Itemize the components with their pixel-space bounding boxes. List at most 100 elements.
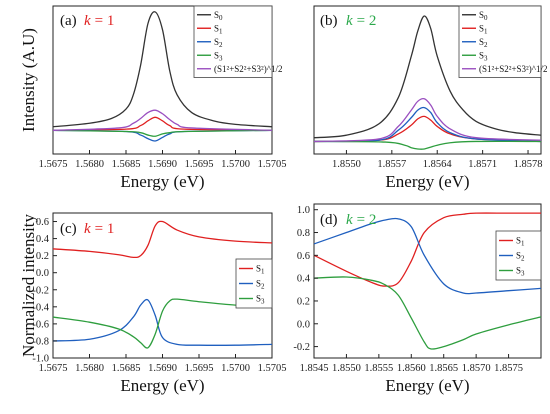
x-tick-label: 1.5705 [258,363,287,374]
y-tick-label: 0.0 [297,319,310,330]
k-symbol: k [84,221,91,237]
legend-label: S3 [516,266,525,278]
panel-1: 1.8550 1.8557 1.8564 1.8571 1.8578 Energy (eV… [313,5,547,191]
k-annotation: k = 2 [346,13,376,29]
panel-3: 1.8545 1.8550 1.8555 1.8560 1.8565 1.8570 1.85… [293,203,542,395]
x-axis-label: Energy (eV) [385,376,469,395]
legend-label: S2 [256,279,265,291]
panel-tag: (b) [320,13,338,29]
plot-frame [313,203,542,359]
series-line-3 [313,140,542,150]
legend-box [235,258,273,309]
series-line-1 [52,116,273,131]
x-tick-label: 1.8571 [468,159,497,170]
x-tick-label: 1.8550 [332,159,361,170]
x-tick-label: 1.8555 [364,363,393,374]
x-tick-label: 1.8564 [423,159,453,170]
x-tick-label: 1.5680 [75,159,104,170]
k-annotation: k = 1 [84,221,114,237]
series-line-4 [52,109,273,131]
x-tick-label: 1.8545 [300,363,329,374]
series-line-0 [52,220,273,259]
legend: S1 S2 S3 [495,230,542,281]
y-tick-label: 0.2 [36,251,49,262]
series-line-1 [313,115,542,143]
series-line-0 [313,15,542,139]
x-axis-label: Energy (eV) [120,376,204,395]
x-tick-label: 1.5675 [39,159,68,170]
legend-label: S0 [214,10,223,22]
x-tick-label: 1.8575 [494,363,523,374]
legend-label: S3 [479,50,488,62]
y-tick-label: 0.4 [297,274,311,285]
x-tick-label: 1.8565 [429,363,458,374]
x-tick-label: 1.5690 [148,363,177,374]
series-line-4 [313,98,542,143]
y-axis-label: Normalized intensity [19,213,38,357]
k-value: = 2 [357,13,377,29]
legend-label: S1 [479,23,488,35]
x-tick-label: 1.8550 [332,363,361,374]
k-annotation: k = 2 [346,212,376,228]
series-line-1 [52,298,273,346]
legend-label: S2 [516,251,525,263]
x-tick-label: 1.5690 [148,159,177,170]
series-line-2 [313,276,542,350]
y-tick-label: -0.2 [293,342,310,353]
y-tick-label: 0.6 [297,251,310,262]
y-tick-label: 0.4 [36,234,50,245]
y-tick-label: 0.8 [297,228,310,239]
panel-tag: (c) [60,221,77,237]
k-symbol: k [346,212,353,228]
x-tick-label: 1.8557 [377,159,406,170]
legend-label: S1 [214,23,223,35]
x-tick-label: 1.5695 [185,363,214,374]
x-tick-label: 1.5685 [112,159,141,170]
plot-frame [313,5,542,155]
y-tick-label: -0.8 [32,336,49,347]
k-annotation: k = 1 [84,13,114,29]
x-tick-label: 1.5695 [185,159,214,170]
y-tick-label: -0.4 [32,302,49,313]
x-tick-label: 1.5700 [221,159,250,170]
k-symbol: k [346,13,353,29]
x-tick-label: 1.5685 [112,363,141,374]
y-tick-label: -0.6 [32,319,49,330]
x-axis-label: Energy (eV) [120,172,204,191]
x-tick-label: 1.8570 [462,363,491,374]
k-symbol: k [84,13,91,29]
series-line-2 [52,129,273,142]
series-line-2 [52,298,273,349]
y-tick-label: 0.2 [297,296,310,307]
y-tick-label: 0.0 [36,268,49,279]
y-tick-label: -1.0 [32,354,49,365]
x-tick-label: 1.8560 [397,363,426,374]
legend-label: (S1²+S2²+S3²)^1/2 [479,64,547,74]
legend-label: S1 [516,236,525,248]
k-value: = 1 [95,221,115,237]
series-line-0 [313,212,541,287]
legend-label: S2 [214,37,223,49]
legend-label: S2 [479,37,488,49]
legend-label: S1 [256,264,265,276]
y-tick-label: 0.6 [36,217,49,228]
series-line-1 [313,217,542,295]
legend-label: S3 [256,294,265,306]
series-line-0 [52,11,273,128]
legend-label: (S1²+S2²+S3²)^1/2 [214,64,282,74]
x-tick-label: 1.5705 [258,159,287,170]
x-tick-label: 1.5675 [39,363,68,374]
panel-tag: (d) [320,212,338,228]
y-tick-label: 1.0 [297,205,310,216]
x-tick-label: 1.5680 [75,363,104,374]
legend-label: S3 [214,50,223,62]
y-axis-label: Intensity (A.U) [19,28,38,132]
x-axis-label: Energy (eV) [385,172,469,191]
panel-2: 1.5675 1.5680 1.5685 1.5690 1.5695 1.5700 1.57… [19,212,287,395]
x-tick-label: 1.5700 [221,363,250,374]
k-value: = 1 [95,13,115,29]
k-value: = 2 [357,212,377,228]
